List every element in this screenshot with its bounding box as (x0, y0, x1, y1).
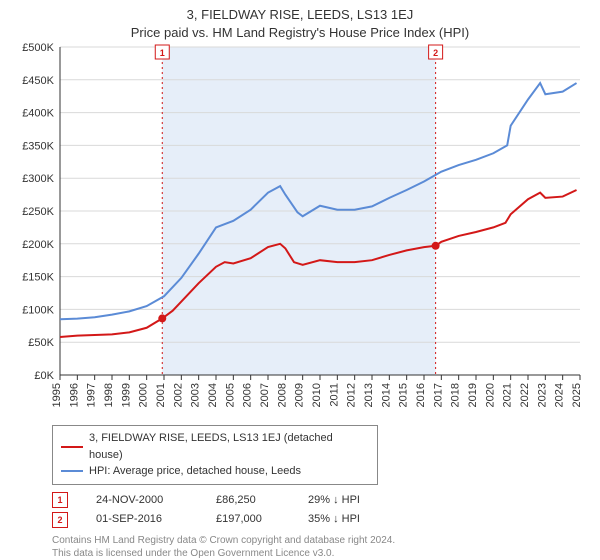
svg-text:2019: 2019 (467, 383, 479, 407)
svg-text:£100K: £100K (22, 304, 54, 316)
svg-text:2011: 2011 (328, 383, 340, 407)
svg-text:1997: 1997 (86, 383, 98, 407)
legend: 3, FIELDWAY RISE, LEEDS, LS13 1EJ (detac… (52, 425, 378, 485)
chart-svg: £0K £50K £100K £150K £200K £250K £300K £350K £40… (10, 41, 590, 421)
svg-text:£300K: £300K (22, 173, 54, 185)
svg-text:£500K: £500K (22, 42, 54, 54)
transaction-date: 24-NOV-2000 (96, 491, 188, 511)
svg-text:2023: 2023 (536, 383, 548, 407)
svg-text:2015: 2015 (398, 383, 410, 407)
transactions: 1 24-NOV-2000 £86,250 29% ↓ HPI 2 01-SEP… (52, 491, 590, 531)
legend-swatch-2 (61, 470, 83, 472)
legend-row: HPI: Average price, detached house, Leed… (61, 463, 369, 480)
transaction-delta: 35% ↓ HPI (308, 510, 360, 530)
svg-text:2002: 2002 (172, 383, 184, 407)
svg-text:2001: 2001 (155, 383, 167, 407)
svg-text:2006: 2006 (242, 383, 254, 407)
marker-badge-2: 2 (52, 512, 68, 528)
svg-text:£250K: £250K (22, 206, 54, 218)
transaction-delta: 29% ↓ HPI (308, 491, 360, 511)
svg-text:2009: 2009 (294, 383, 306, 407)
svg-text:2017: 2017 (432, 383, 444, 407)
footnote-line2: This data is licensed under the Open Gov… (52, 548, 334, 559)
svg-text:2025: 2025 (571, 383, 583, 407)
chart-area: £0K £50K £100K £150K £200K £250K £300K £350K £40… (10, 41, 590, 421)
svg-text:2020: 2020 (484, 383, 496, 407)
svg-text:2005: 2005 (224, 383, 236, 407)
legend-swatch-1 (61, 446, 83, 448)
svg-text:£400K: £400K (22, 108, 54, 120)
svg-text:2008: 2008 (276, 383, 288, 407)
svg-text:2013: 2013 (363, 383, 375, 407)
svg-text:2018: 2018 (450, 383, 462, 407)
footnote-line1: Contains HM Land Registry data © Crown c… (52, 535, 395, 546)
legend-label-1: 3, FIELDWAY RISE, LEEDS, LS13 1EJ (detac… (89, 430, 369, 463)
svg-text:2: 2 (433, 48, 438, 58)
svg-text:2014: 2014 (380, 383, 392, 407)
transaction-row: 1 24-NOV-2000 £86,250 29% ↓ HPI (52, 491, 590, 511)
svg-text:1999: 1999 (120, 383, 132, 407)
transaction-row: 2 01-SEP-2016 £197,000 35% ↓ HPI (52, 510, 590, 530)
svg-text:£0K: £0K (34, 370, 54, 382)
legend-label-2: HPI: Average price, detached house, Leed… (89, 463, 301, 480)
svg-text:2012: 2012 (346, 383, 358, 407)
svg-text:2024: 2024 (554, 383, 566, 407)
svg-text:£150K: £150K (22, 272, 54, 284)
title-line1: 3, FIELDWAY RISE, LEEDS, LS13 1EJ (187, 7, 414, 22)
svg-text:1996: 1996 (68, 383, 80, 407)
transaction-date: 01-SEP-2016 (96, 510, 188, 530)
svg-text:2010: 2010 (311, 383, 323, 407)
title-line2: Price paid vs. HM Land Registry's House … (131, 25, 469, 40)
marker-badge-1: 1 (52, 492, 68, 508)
svg-text:1: 1 (160, 48, 165, 58)
svg-text:1998: 1998 (103, 383, 115, 407)
svg-text:2016: 2016 (415, 383, 427, 407)
svg-text:2022: 2022 (519, 383, 531, 407)
svg-text:2007: 2007 (259, 383, 271, 407)
svg-text:2004: 2004 (207, 383, 219, 407)
svg-text:£350K: £350K (22, 140, 54, 152)
chart-title: 3, FIELDWAY RISE, LEEDS, LS13 1EJ Price … (10, 6, 590, 41)
svg-text:2000: 2000 (138, 383, 150, 407)
svg-text:1995: 1995 (51, 383, 63, 407)
transaction-price: £197,000 (216, 510, 280, 530)
legend-row: 3, FIELDWAY RISE, LEEDS, LS13 1EJ (detac… (61, 430, 369, 463)
svg-text:2021: 2021 (502, 383, 514, 407)
svg-text:£450K: £450K (22, 75, 54, 87)
footnote: Contains HM Land Registry data © Crown c… (52, 534, 590, 560)
svg-text:2003: 2003 (190, 383, 202, 407)
svg-text:£200K: £200K (22, 239, 54, 251)
svg-text:£50K: £50K (28, 337, 54, 349)
transaction-price: £86,250 (216, 491, 280, 511)
